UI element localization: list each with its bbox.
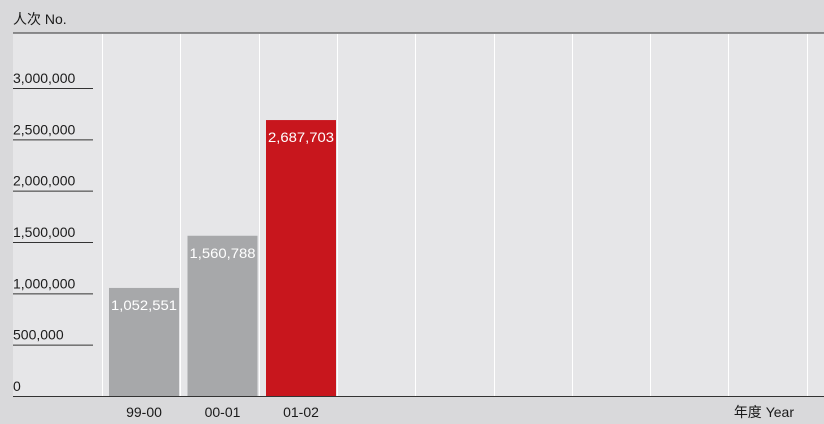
y-tick-label: 0	[13, 378, 21, 394]
y-tick-label: 1,000,000	[13, 275, 75, 291]
bar-value-label: 2,687,703	[268, 129, 334, 145]
y-tick-label: 2,500,000	[13, 121, 75, 137]
bar	[266, 120, 336, 396]
y-tick-label: 3,000,000	[13, 70, 75, 86]
y-tick-label: 1,500,000	[13, 224, 75, 240]
x-tick-label: 99-00	[126, 404, 162, 420]
y-tick-label: 500,000	[13, 327, 64, 343]
bar	[187, 235, 258, 396]
bar-value-label: 1,052,551	[111, 297, 177, 313]
x-tick-label: 01-02	[283, 404, 319, 420]
y-axis-title: 人次 No.	[13, 11, 67, 27]
x-tick-label: 00-01	[205, 404, 241, 420]
bar-value-label: 1,560,788	[190, 245, 256, 261]
bar	[109, 287, 179, 396]
x-axis-title: 年度 Year	[733, 404, 794, 420]
y-tick-label: 2,000,000	[13, 173, 75, 189]
